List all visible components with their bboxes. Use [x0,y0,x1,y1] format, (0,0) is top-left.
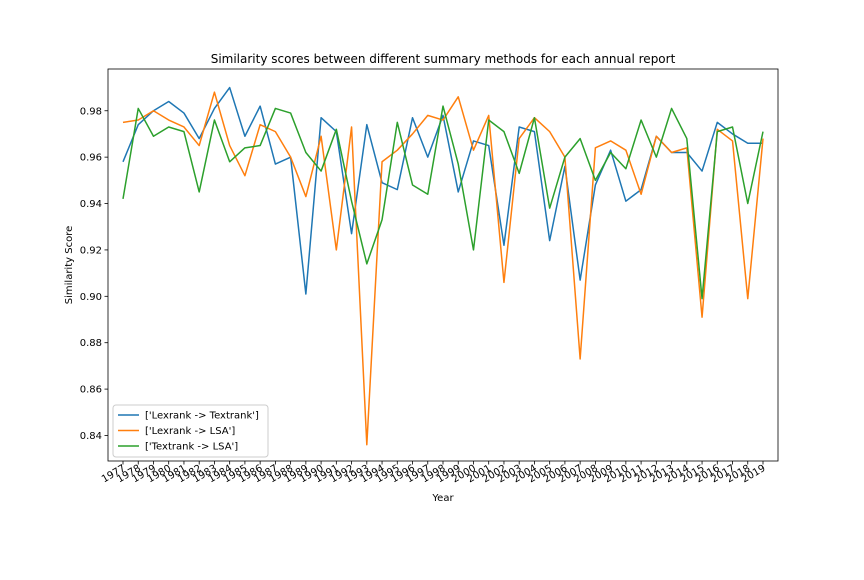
legend-label: ['Lexrank -> Textrank'] [145,411,259,422]
y-tick-label: 0.88 [80,338,102,349]
legend: ['Lexrank -> Textrank'] ['Lexrank -> LSA'… [112,404,269,458]
series-line-2 [122,91,764,446]
legend-box [112,404,269,458]
y-tick-label: 0.98 [80,106,102,117]
y-tick-label: 0.94 [80,199,102,210]
series-line-1 [122,86,763,295]
legend-label: ['Lexrank -> LSA'] [145,426,235,437]
plot-frame [107,68,779,462]
y-tick-label: 0.92 [80,245,102,256]
chart-title: Similarity scores between different summ… [211,52,676,66]
y-axis-label: Similarity Score [64,226,75,304]
y-tick-label: 0.86 [80,385,102,396]
y-tick-label: 0.96 [80,153,102,164]
y-tick-label: 0.90 [80,292,102,303]
y-tick-label: 0.84 [80,431,102,442]
x-axis-label: Year [431,493,454,504]
legend-label: ['Textrank -> LSA'] [145,442,238,453]
series-line-3 [122,105,764,300]
